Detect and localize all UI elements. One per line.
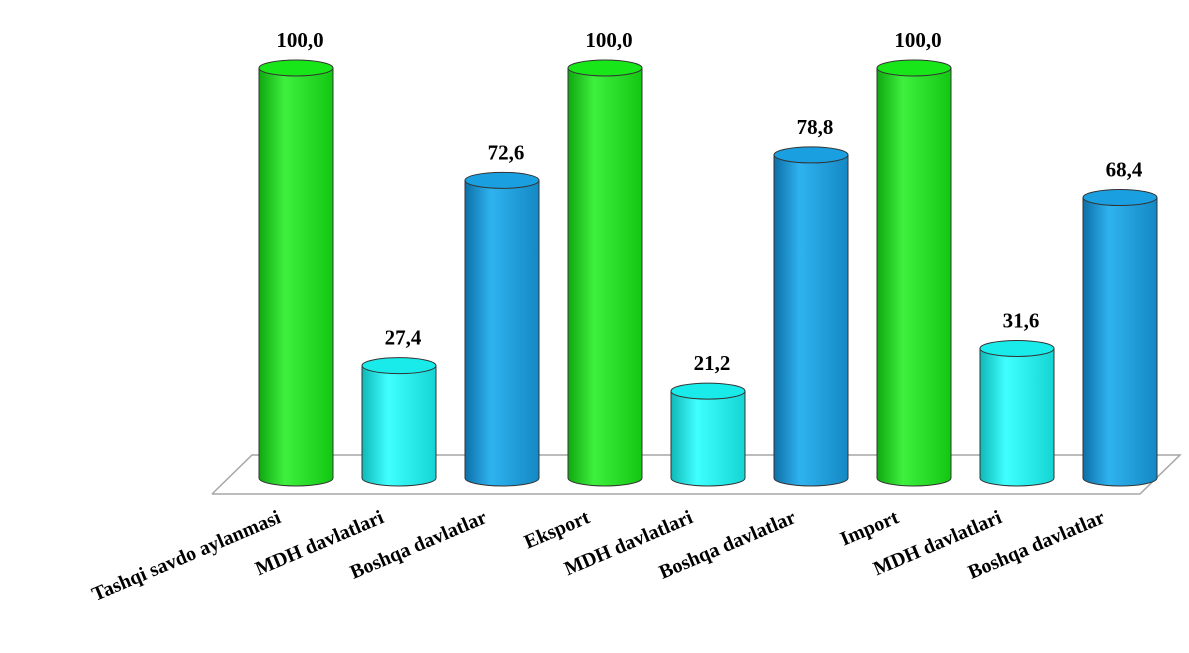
- bar-body: [979, 347, 1055, 487]
- bar-body: [670, 390, 746, 487]
- data-label: 100,0: [585, 28, 632, 52]
- bar-series: [258, 59, 1158, 487]
- data-label: 27,4: [385, 326, 422, 350]
- bar-2: [361, 357, 437, 487]
- data-label: 21,2: [694, 351, 731, 375]
- bar-top: [361, 357, 437, 375]
- category-label: Tashqi savdo aylanmasi: [89, 506, 285, 606]
- bar-1: [258, 59, 334, 487]
- data-label: 68,4: [1106, 158, 1143, 182]
- bar-7: [876, 59, 952, 487]
- bar-top: [670, 382, 746, 400]
- bar-body: [773, 154, 849, 487]
- bar-top: [464, 171, 540, 189]
- bar-top: [773, 146, 849, 164]
- bar-top: [979, 339, 1055, 357]
- data-label: 78,8: [797, 115, 834, 139]
- bar-body: [876, 67, 952, 487]
- bar-body: [567, 67, 643, 487]
- bar-9: [1082, 189, 1158, 487]
- bar-3: [464, 171, 540, 487]
- bar-8: [979, 339, 1055, 487]
- category-label: Import: [837, 506, 902, 550]
- chart-floor: [211, 454, 1182, 495]
- bar-top: [876, 59, 952, 77]
- data-label: 100,0: [894, 28, 941, 52]
- bar-top: [1082, 189, 1158, 207]
- data-label: 72,6: [488, 140, 525, 164]
- data-label: 31,6: [1003, 308, 1040, 332]
- bar-top: [567, 59, 643, 77]
- bar-body: [258, 67, 334, 487]
- bar-body: [1082, 197, 1158, 487]
- bar-4: [567, 59, 643, 487]
- bar-5: [670, 382, 746, 487]
- category-label: Eksport: [521, 506, 593, 553]
- bar-top: [258, 59, 334, 77]
- data-label: 100,0: [276, 28, 323, 52]
- bar-body: [361, 365, 437, 487]
- bar-6: [773, 146, 849, 487]
- data-labels: 100,0 27,4 72,6 100,0 21,2 78,8 100,0 31,6 68,4: [276, 28, 1143, 375]
- bar-body: [464, 179, 540, 487]
